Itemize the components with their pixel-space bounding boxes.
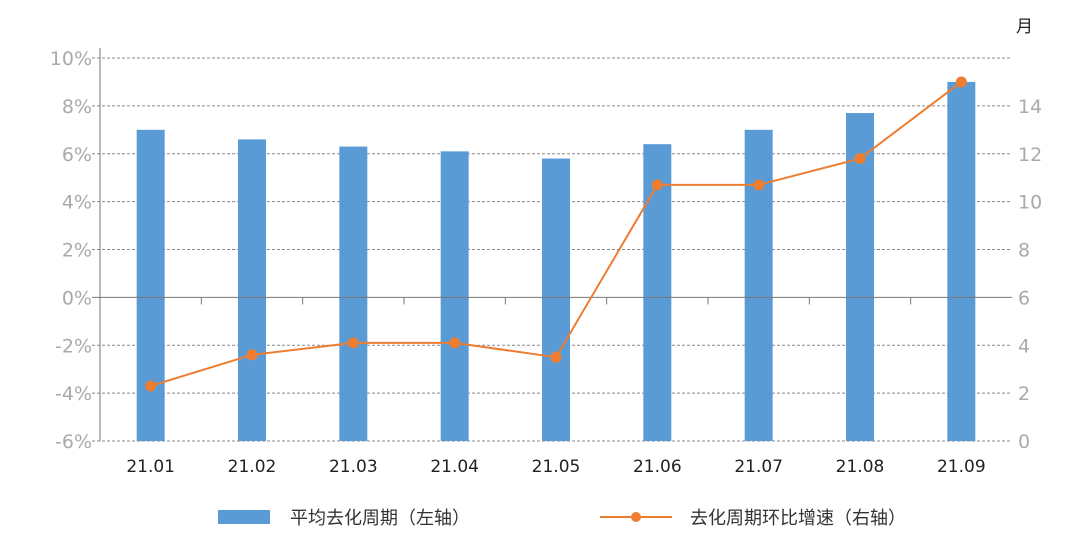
line-point xyxy=(145,380,157,392)
category-label: 21.03 xyxy=(329,457,378,477)
left-tick-label: -2% xyxy=(55,335,92,357)
legend: 平均去化周期（左轴） 去化周期环比增速（右轴） xyxy=(218,508,906,529)
bar xyxy=(846,113,874,442)
line-point xyxy=(753,179,765,191)
bar xyxy=(643,144,672,442)
axis-labels: 10% 8% 6% 4% 2% 0% -2% -4% -6% 14 12 10 8 6 4 2 0 21.01 21… xyxy=(50,48,1042,477)
bar xyxy=(947,81,976,441)
line-point xyxy=(854,153,866,165)
left-tick-label: -4% xyxy=(55,383,92,405)
right-axis-unit-label: 月 xyxy=(1016,17,1033,37)
category-label: 21.04 xyxy=(430,457,479,477)
bar xyxy=(440,151,469,441)
line-point xyxy=(246,349,258,361)
left-tick-label: 0% xyxy=(62,287,92,309)
legend-line-marker xyxy=(631,512,641,522)
bar xyxy=(744,129,773,441)
legend-bar-label: 平均去化周期（左轴） xyxy=(290,508,470,529)
right-tick-label: 14 xyxy=(1018,96,1042,118)
left-tick-label: 6% xyxy=(62,144,92,166)
axes xyxy=(92,48,1012,441)
right-tick-label: 8 xyxy=(1018,240,1030,262)
right-tick-label: 4 xyxy=(1018,335,1030,357)
legend-line-label: 去化周期环比增速（右轴） xyxy=(690,508,906,529)
left-tick-label: 2% xyxy=(62,240,92,262)
right-tick-label: 6 xyxy=(1018,287,1030,309)
bar-series xyxy=(136,81,976,442)
category-label: 21.02 xyxy=(228,457,277,477)
bar xyxy=(339,146,368,441)
left-tick-label: 8% xyxy=(62,96,92,118)
category-label: 21.06 xyxy=(633,457,682,477)
category-label: 21.07 xyxy=(734,457,783,477)
left-tick-label: -6% xyxy=(55,431,92,453)
right-tick-label: 2 xyxy=(1018,383,1030,405)
left-tick-label: 4% xyxy=(62,192,92,214)
bar xyxy=(542,158,570,441)
category-label: 21.09 xyxy=(937,457,986,477)
bar xyxy=(136,129,165,441)
line-point xyxy=(955,76,967,88)
line-point xyxy=(449,337,461,349)
line-point xyxy=(347,337,359,349)
category-label: 21.05 xyxy=(532,457,581,477)
right-tick-label: 10 xyxy=(1018,192,1042,214)
right-tick-label: 0 xyxy=(1018,431,1030,453)
bar xyxy=(238,139,266,441)
line-point xyxy=(651,179,663,191)
right-tick-label: 12 xyxy=(1018,144,1042,166)
legend-bar-swatch xyxy=(218,510,270,524)
line-series xyxy=(145,76,967,392)
line-point xyxy=(550,351,562,363)
category-label: 21.08 xyxy=(836,457,885,477)
left-tick-label: 10% xyxy=(50,48,92,70)
category-label: 21.01 xyxy=(126,457,175,477)
